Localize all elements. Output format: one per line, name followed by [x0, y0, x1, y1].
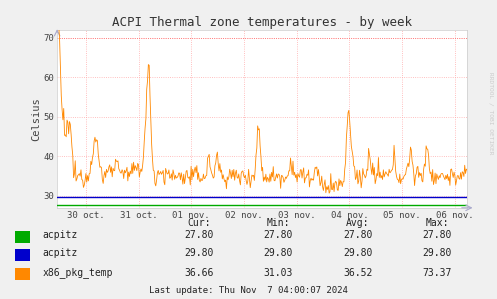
- Text: 36.52: 36.52: [343, 268, 373, 277]
- Text: x86_pkg_temp: x86_pkg_temp: [42, 267, 113, 278]
- Text: 29.80: 29.80: [343, 248, 373, 258]
- Text: 29.80: 29.80: [263, 248, 293, 258]
- Text: 27.80: 27.80: [184, 231, 214, 240]
- Text: acpitz: acpitz: [42, 248, 78, 258]
- Text: 27.80: 27.80: [422, 231, 452, 240]
- Text: 36.66: 36.66: [184, 268, 214, 277]
- Text: 29.80: 29.80: [422, 248, 452, 258]
- Text: Cur:: Cur:: [187, 218, 211, 228]
- Text: RRDTOOL / TOBI OETIKER: RRDTOOL / TOBI OETIKER: [489, 72, 494, 155]
- Bar: [15, 268, 30, 280]
- Text: Max:: Max:: [425, 218, 449, 228]
- Bar: [15, 249, 30, 261]
- Bar: [15, 231, 30, 243]
- Text: 31.03: 31.03: [263, 268, 293, 277]
- Text: 27.80: 27.80: [343, 231, 373, 240]
- Text: Last update: Thu Nov  7 04:00:07 2024: Last update: Thu Nov 7 04:00:07 2024: [149, 286, 348, 295]
- Y-axis label: Celsius: Celsius: [31, 97, 41, 141]
- Text: Min:: Min:: [266, 218, 290, 228]
- Text: 27.80: 27.80: [263, 231, 293, 240]
- Text: acpitz: acpitz: [42, 231, 78, 240]
- Text: 29.80: 29.80: [184, 248, 214, 258]
- Text: 73.37: 73.37: [422, 268, 452, 277]
- Text: Avg:: Avg:: [346, 218, 370, 228]
- Title: ACPI Thermal zone temperatures - by week: ACPI Thermal zone temperatures - by week: [112, 16, 412, 29]
